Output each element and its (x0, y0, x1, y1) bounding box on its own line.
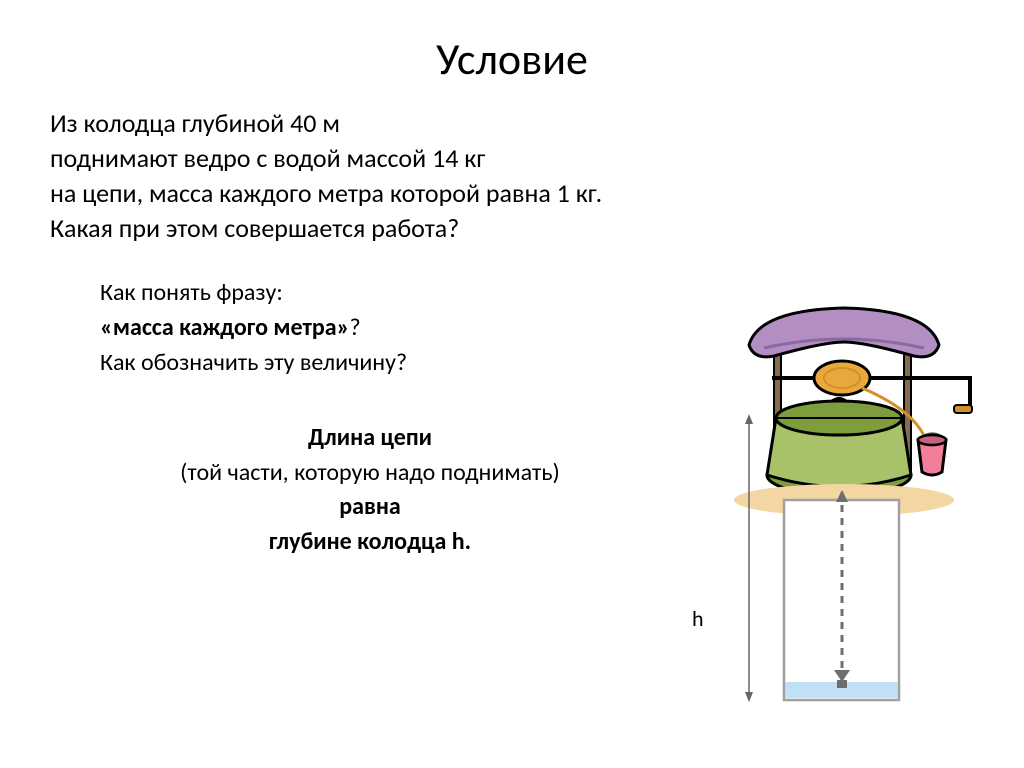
question-mark: ? (350, 313, 361, 342)
conclusion-block: Длина цепи (той части, которую надо подн… (90, 421, 650, 560)
question-line: Как понять фразу: (100, 276, 690, 311)
depth-label-h: h (692, 605, 704, 632)
question-line: «масса каждого метра»? (100, 311, 690, 346)
question-block: Как понять фразу: «масса каждого метра»?… (100, 276, 690, 380)
slide: Условие Из колодца глубиной 40 м поднима… (0, 0, 1024, 768)
conclusion-line: равна (90, 490, 650, 525)
conclusion-line: (той части, которую надо поднимать) (90, 456, 650, 491)
problem-line: Какая при этом совершается работа? (50, 211, 950, 246)
problem-line: поднимают ведро с водой массой 14 кг (50, 141, 950, 176)
well-illustration: h (714, 290, 984, 740)
problem-line: Из колодца глубиной 40 м (50, 106, 950, 141)
question-line: Как обозначить эту величину? (100, 346, 690, 381)
problem-statement: Из колодца глубиной 40 м поднимают ведро… (50, 106, 950, 246)
page-title: Условие (50, 32, 974, 86)
question-emphasis: «масса каждого метра» (100, 313, 350, 342)
well-svg (714, 290, 984, 740)
problem-line: на цепи, масса каждого метра которой рав… (50, 176, 950, 211)
conclusion-line: Длина цепи (90, 421, 650, 456)
conclusion-line: глубине колодца h. (90, 525, 650, 560)
left-column: Как понять фразу: «масса каждого метра»?… (50, 276, 690, 560)
